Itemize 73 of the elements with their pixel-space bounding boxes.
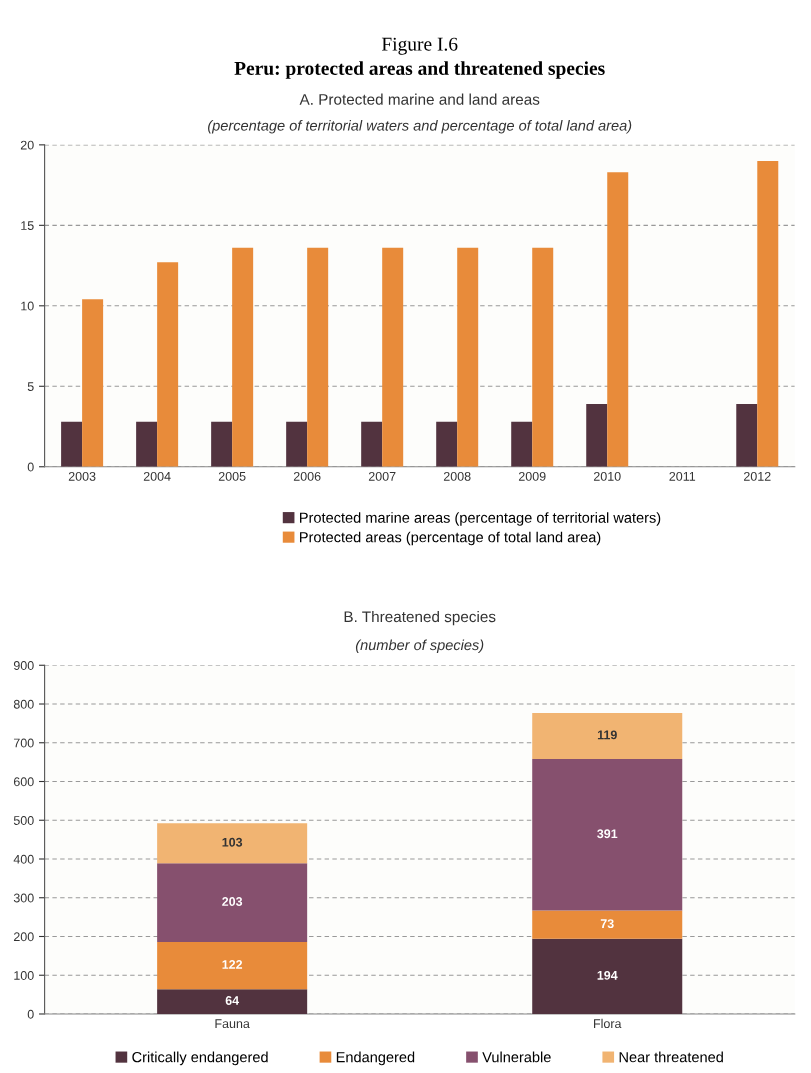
bar [382,247,404,467]
x-tick-label: 2008 [443,471,471,481]
x-tick-label: 2004 [143,471,171,481]
bar [511,421,533,467]
data-label: 194 [597,970,618,980]
y-tick-label: 400 [13,854,34,864]
legend-label: Near threatened [619,1051,723,1063]
bar [211,421,233,467]
bar [532,247,554,467]
text: Figure I.6 [381,37,458,55]
chart-title: A. Protected marine and land areas [299,93,540,105]
chart-title: B. Threatened species [344,610,496,626]
chart-subtitle: (number of species) [355,639,484,654]
y-tick-label: 15 [21,221,34,230]
legend-label: Vulnerable [482,1051,551,1063]
data-label: 103 [222,837,243,847]
y-tick-label: 700 [13,738,34,748]
bar [307,247,329,467]
legend-label: Critically endangered [132,1051,268,1066]
x-tick-label: 2010 [593,471,621,481]
bar [157,863,308,942]
text: Peru: protected areas and threatened species [234,61,605,79]
y-tick-label: 200 [13,932,34,942]
data-label: 203 [222,897,243,906]
y-tick-label: 0 [27,1009,34,1019]
data-label: 119 [597,730,617,740]
x-tick-label: Fauna [215,1019,250,1029]
bar [457,247,479,467]
legend-label: Protected marine areas (percentage of territorial waters) [300,512,661,526]
chart-subtitle: (percentage of territorial waters and percentage of total land area) [208,119,632,134]
bar [157,941,308,990]
y-tick-label: 20 [20,140,34,150]
bar [61,421,83,467]
x-tick-label: 2006 [293,471,321,481]
data-label: 73 [600,919,614,929]
bar [436,421,458,467]
x-tick-label: 2011 [669,471,696,481]
data-label: 122 [222,960,243,969]
bar [532,938,683,1014]
y-tick-label: 0 [27,462,34,472]
bar [136,421,158,467]
y-tick-label: 800 [13,699,34,709]
data-label: 64 [225,996,240,1005]
y-tick-label: 5 [27,382,34,391]
bar [532,712,683,760]
bar [82,299,104,467]
y-tick-label: 10 [21,301,34,311]
x-tick-label: 2009 [518,471,546,481]
legend-label: Endangered [336,1051,415,1066]
bar [586,403,608,467]
y-tick-label: 900 [13,661,34,670]
y-tick-label: 500 [13,816,34,825]
y-tick-label: 600 [13,777,34,787]
bar [157,823,308,864]
bar [157,262,179,467]
bar [736,403,758,467]
bar [532,759,683,911]
bar [361,421,383,467]
bar [607,172,629,467]
bar [757,160,779,467]
bar [286,421,308,467]
x-tick-label: 2007 [368,471,396,481]
bar [532,910,683,939]
y-tick-label: 100 [14,971,34,980]
x-tick-label: Flora [594,1018,622,1029]
x-tick-label: 2003 [68,471,96,481]
data-label: 391 [597,829,618,839]
bar [157,989,308,1014]
legend-label: Protected areas (percentage of total land area) [300,531,601,546]
bar [232,247,254,467]
x-tick-label: 2005 [218,471,246,481]
x-tick-label: 2012 [744,471,771,481]
y-tick-label: 300 [13,893,34,903]
